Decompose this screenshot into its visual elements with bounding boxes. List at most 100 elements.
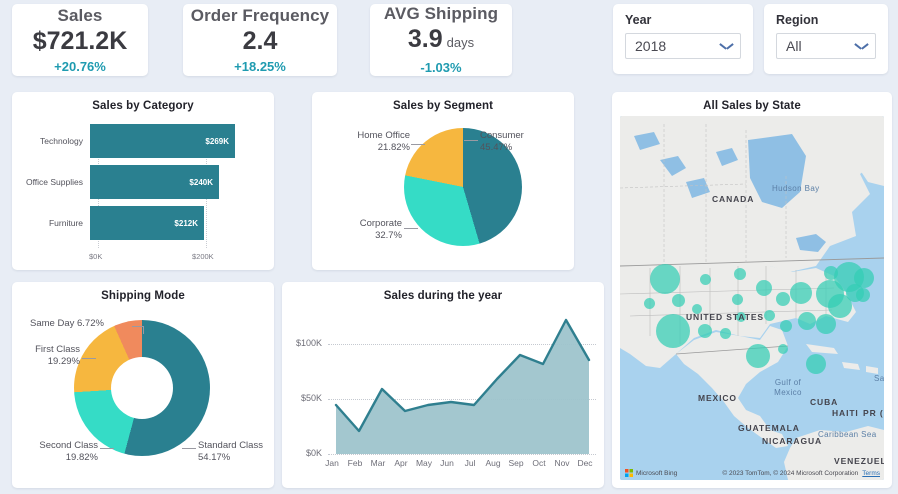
donut-label-value: 19.82% <box>65 452 98 463</box>
map-bubble[interactable] <box>798 312 816 330</box>
kpi-value-number: 3.9 <box>407 25 443 53</box>
map-bubble[interactable] <box>756 280 772 296</box>
map-label-cuba: CUBA <box>810 397 839 407</box>
donut-label-value: 6.72% <box>77 318 104 329</box>
visual-sales-during-year[interactable]: Sales during the year $100K $50K $0K Jan… <box>282 282 604 488</box>
donut-label-name: Standard Class <box>198 440 263 451</box>
visual-shipping-mode[interactable]: Shipping Mode Same Day 6.72% First Class… <box>12 282 274 488</box>
bing-brand-label: Microsoft Bing <box>636 469 678 477</box>
bing-map[interactable]: CANADA Hudson Bay UNITED STATES MEXICO G… <box>620 116 884 480</box>
x-tick-label: Feb <box>347 458 363 468</box>
x-tick-label: Oct <box>532 458 546 468</box>
map-bubble[interactable] <box>776 292 790 306</box>
leader-line <box>132 326 144 327</box>
area-series[interactable] <box>328 306 596 456</box>
leader-line <box>404 228 418 229</box>
map-bubble[interactable] <box>734 268 746 280</box>
map-bubble[interactable] <box>672 294 685 307</box>
x-tick-label: Jun <box>440 458 454 468</box>
slicer-year[interactable]: Year 2018 <box>613 4 753 74</box>
map-bubble[interactable] <box>780 320 792 332</box>
map-bubble[interactable] <box>700 274 711 285</box>
map-bubble[interactable] <box>764 310 775 321</box>
map-label-sargasso: Sar <box>874 374 884 383</box>
pie-label-value: 21.82% <box>377 142 410 153</box>
attribution-copyright: © 2023 TomTom, © 2024 Microsoft Corporat… <box>722 469 859 477</box>
visual-all-sales-by-state[interactable]: All Sales by State <box>612 92 892 488</box>
map-bubble[interactable] <box>806 354 826 374</box>
map-attribution: Microsoft Bing © 2023 TomTom, © 2024 Mic… <box>620 466 884 480</box>
map-bubble[interactable] <box>698 324 712 338</box>
chevron-down-icon[interactable] <box>720 43 733 50</box>
map-bubble[interactable] <box>644 298 655 309</box>
pie-label-consumer: Consumer 45.47% <box>480 130 524 154</box>
x-tick-label: Aug <box>485 458 501 468</box>
map-bubble[interactable] <box>790 282 812 304</box>
slicer-region[interactable]: Region All <box>764 4 888 74</box>
map-bubble[interactable] <box>650 264 680 294</box>
map-bubble[interactable] <box>856 288 870 302</box>
x-tick-label: $0K <box>89 252 103 261</box>
map-bubble[interactable] <box>692 304 702 314</box>
x-tick-label: Jul <box>464 458 476 468</box>
bar-value-label: $240K <box>189 177 213 187</box>
bar-fill[interactable]: $212K <box>90 206 204 240</box>
leader-line <box>143 326 144 334</box>
kpi-delta: +20.76% <box>54 58 106 74</box>
bar-row[interactable]: Technology $269K <box>12 124 235 158</box>
map-bubble[interactable] <box>720 328 731 339</box>
kpi-card-avg-shipping[interactable]: AVG Shipping 3.9 days -1.03% <box>370 4 512 76</box>
leader-line <box>411 144 425 145</box>
visual-title: Sales by Category <box>92 100 194 112</box>
leader-line <box>182 448 196 449</box>
bar-fill[interactable]: $240K <box>90 165 219 199</box>
visual-sales-by-category[interactable]: Sales by Category Technology $269K Offic… <box>12 92 274 270</box>
map-label-guatemala: GUATEMALA <box>738 423 800 433</box>
slicer-label: Region <box>776 13 819 27</box>
map-bubble[interactable] <box>854 268 874 288</box>
bar-fill[interactable]: $269K <box>90 124 235 158</box>
kpi-card-sales[interactable]: Sales $721.2K +20.76% <box>12 4 148 76</box>
map-label-gulf-of-mexico: Gulf of Mexico <box>774 378 802 397</box>
donut-label-name: Same Day <box>30 318 75 329</box>
pie-label-name: Corporate <box>359 218 402 229</box>
kpi-title: AVG Shipping <box>383 4 499 23</box>
map-bubble[interactable] <box>746 344 770 368</box>
donut-label-same-day: Same Day 6.72% <box>30 318 104 330</box>
slicer-dropdown-year[interactable]: 2018 <box>625 33 741 59</box>
attribution-terms-link[interactable]: Terms <box>862 469 880 477</box>
pie-slices[interactable] <box>404 128 522 246</box>
pie-label-value: 32.7% <box>375 230 402 241</box>
map-label-canada: CANADA <box>712 194 755 204</box>
x-tick-label: Jan <box>325 458 339 468</box>
bar-row[interactable]: Furniture $212K <box>12 206 204 240</box>
kpi-value: $721.2K <box>33 27 128 56</box>
chevron-down-icon[interactable] <box>855 43 868 50</box>
map-label-venezuela: VENEZUELA <box>834 456 884 466</box>
gridline <box>328 344 596 345</box>
x-tick-label: Sep <box>508 458 524 468</box>
donut-chart-plot: Same Day 6.72% First Class 19.29% Second… <box>12 282 274 488</box>
kpi-value: 2.4 <box>243 27 278 56</box>
kpi-value-number: $721.2K <box>32 26 128 55</box>
visual-sales-by-segment[interactable]: Sales by Segment Home Office 21.82% Cons… <box>312 92 574 270</box>
map-bubble[interactable] <box>736 312 746 322</box>
donut-label-name: Second Class <box>39 440 98 451</box>
attribution-text: © 2023 TomTom, © 2024 Microsoft Corporat… <box>722 470 880 477</box>
bar-row[interactable]: Office Supplies $240K <box>12 165 219 199</box>
map-label-hudson-bay: Hudson Bay <box>772 184 820 193</box>
map-label-haiti: HAITI <box>832 408 859 418</box>
pie-chart-plot: Home Office 21.82% Consumer 45.47% Corpo… <box>312 92 574 270</box>
leader-line <box>82 358 96 359</box>
map-bubble[interactable] <box>824 266 838 280</box>
map-bubble[interactable] <box>732 294 743 305</box>
kpi-title: Sales <box>57 5 103 25</box>
x-tick-label: Apr <box>394 458 408 468</box>
donut-label-first-class: First Class 19.29% <box>12 344 80 368</box>
map-bubble[interactable] <box>656 314 690 348</box>
kpi-card-order-frequency[interactable]: Order Frequency 2.4 +18.25% <box>183 4 337 76</box>
pie-label-value: 45.47% <box>480 142 513 153</box>
map-bubble[interactable] <box>778 344 788 354</box>
map-bubble[interactable] <box>816 314 836 334</box>
slicer-dropdown-region[interactable]: All <box>776 33 876 59</box>
